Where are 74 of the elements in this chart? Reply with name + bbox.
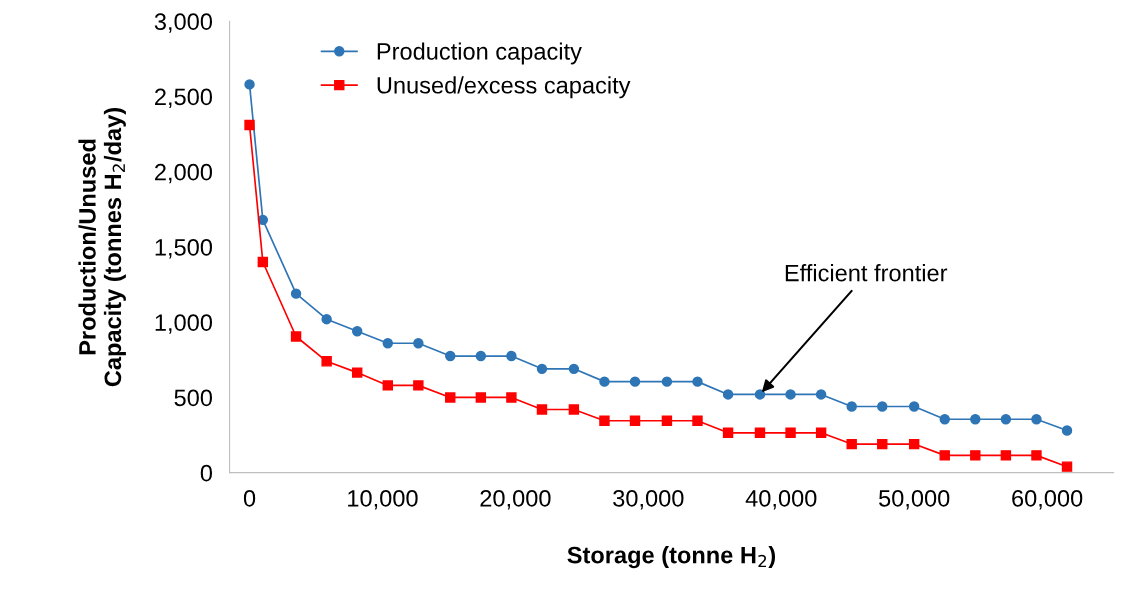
point (661, 376, 673, 387)
point (970, 414, 981, 425)
point (352, 326, 363, 337)
point (939, 450, 950, 461)
point (536, 363, 548, 375)
point (257, 256, 269, 268)
y-axis-title: Production/Unused Capacity (tonnes H$_{2}$/day) (78, 108, 126, 387)
point (846, 401, 857, 412)
point (382, 338, 393, 349)
point (970, 450, 981, 461)
point (754, 427, 766, 439)
point (244, 79, 255, 90)
point (475, 350, 487, 362)
point (445, 350, 456, 362)
point (1000, 414, 1012, 425)
x-tick-label: 40,000 (745, 489, 817, 510)
legend-label: Production capacity (377, 42, 582, 65)
x-axis-title: Storage (tonne H$_{2}$) (567, 546, 776, 569)
point (506, 392, 517, 403)
point (382, 380, 393, 391)
x-tick-label: 0 (243, 489, 256, 507)
y-tick-label: 500 (174, 389, 213, 407)
point (785, 427, 796, 439)
point (290, 288, 302, 299)
y-tick-label: 2,000 (155, 163, 213, 184)
point (413, 380, 424, 391)
point (939, 414, 950, 425)
point (1061, 461, 1073, 472)
point (352, 367, 363, 378)
y-tick-label: 0 (200, 464, 213, 482)
point (877, 401, 888, 412)
point (661, 415, 673, 426)
x-tick-label: 20,000 (480, 489, 551, 510)
point (877, 438, 888, 450)
point (321, 356, 332, 367)
point (629, 415, 641, 426)
point (692, 376, 703, 387)
point (321, 313, 332, 325)
point (445, 392, 456, 403)
point (785, 389, 796, 400)
point (290, 331, 302, 342)
point (692, 415, 703, 426)
point (568, 404, 580, 415)
x-tick-label: 60,000 (1012, 489, 1083, 510)
point (815, 389, 827, 400)
point (1031, 414, 1042, 425)
point (908, 401, 920, 412)
legend-label: Unused/excess capacity (377, 76, 631, 99)
point (413, 338, 424, 349)
point (1000, 450, 1012, 461)
point (568, 363, 580, 375)
y-tick-label: 3,000 (154, 13, 213, 33)
point (599, 376, 610, 387)
annotation: Efficient frontier (785, 264, 948, 282)
x-tick-label: 50,000 (879, 489, 950, 510)
y-tick-label: 1,000 (155, 314, 213, 334)
x-tick-label: 10,000 (348, 489, 418, 510)
point (846, 438, 857, 450)
point (1031, 450, 1042, 461)
point (536, 404, 548, 415)
point (244, 119, 255, 131)
point (722, 389, 734, 400)
x-tick-label: 30,000 (613, 489, 684, 510)
point (815, 427, 827, 439)
y-tick-label: 1,500 (155, 239, 213, 259)
point (908, 438, 920, 450)
point (722, 427, 734, 439)
point (629, 376, 641, 387)
point (1061, 425, 1073, 436)
point (599, 415, 610, 426)
point (475, 392, 487, 403)
point (754, 389, 766, 400)
y-tick-label: 2,500 (155, 88, 213, 109)
point (506, 350, 517, 362)
